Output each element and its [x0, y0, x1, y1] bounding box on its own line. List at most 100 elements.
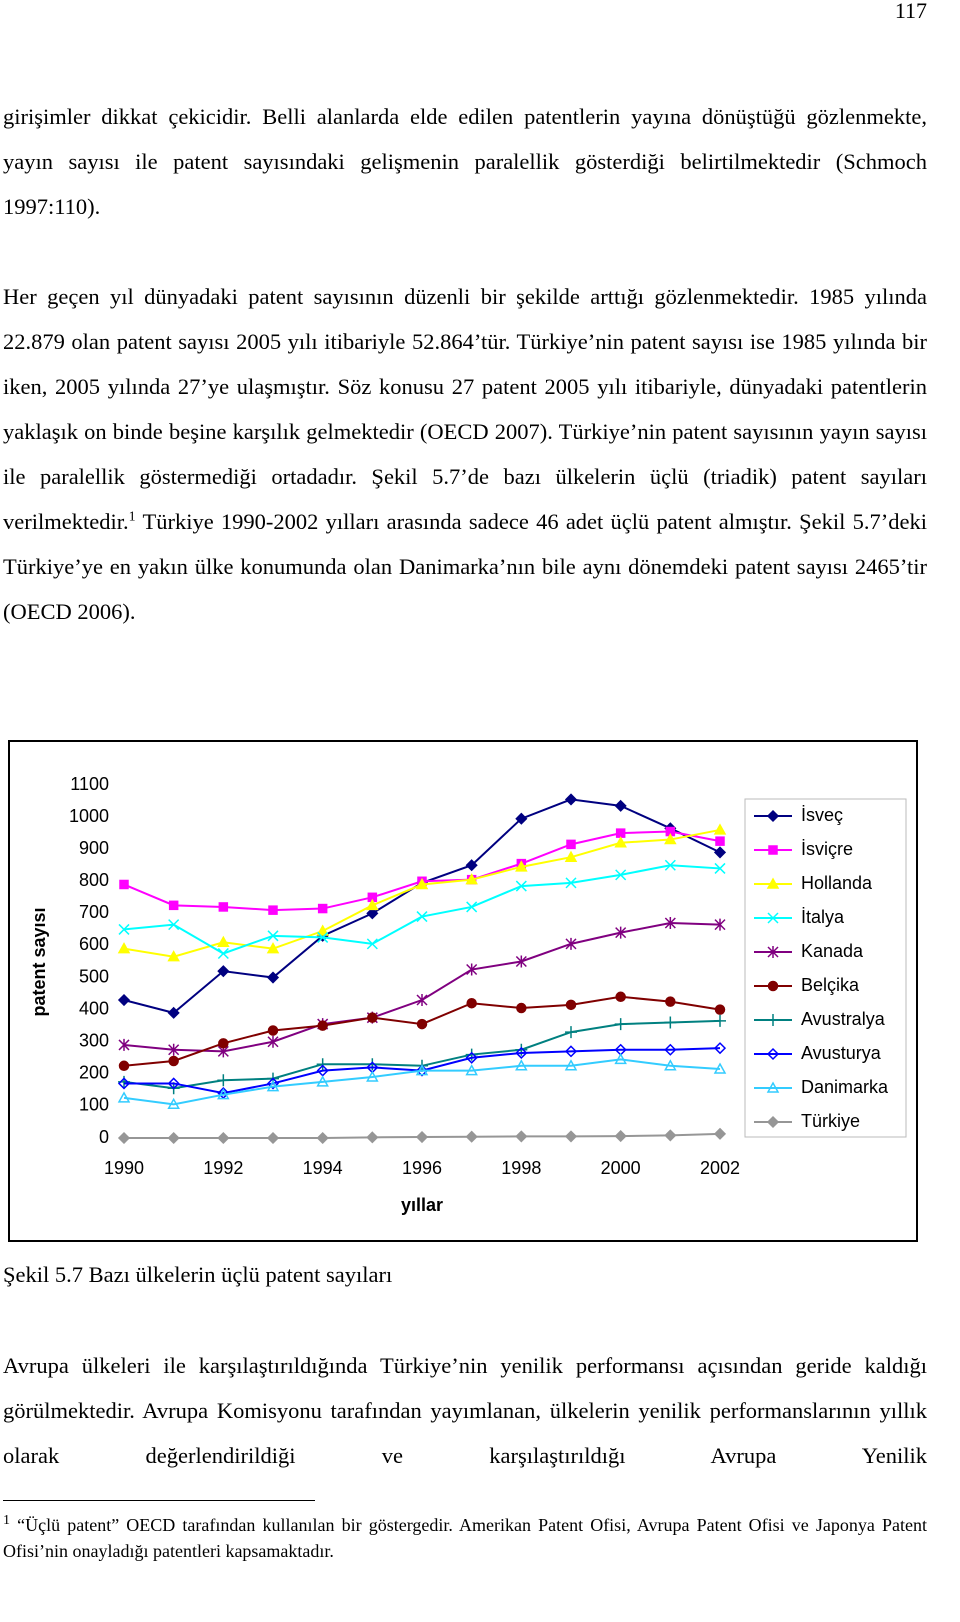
marker [664, 916, 676, 929]
legend-label: İtalya [801, 907, 845, 927]
marker [665, 996, 676, 1007]
marker [217, 965, 230, 978]
x-tick-label: 2002 [700, 1158, 740, 1178]
y-tick-label: 200 [79, 1063, 109, 1083]
marker [168, 1055, 179, 1067]
marker [565, 1026, 577, 1039]
marker [767, 912, 779, 924]
marker [664, 1129, 677, 1142]
marker [118, 923, 130, 935]
marker [366, 938, 378, 950]
x-axis-title: yıllar [401, 1195, 443, 1215]
marker [366, 1131, 379, 1144]
marker [416, 1018, 428, 1030]
marker [614, 1052, 627, 1065]
marker [217, 935, 230, 947]
marker [767, 1014, 779, 1026]
marker [664, 1059, 677, 1071]
page-number: 117 [894, 0, 927, 23]
marker [715, 836, 725, 846]
paragraph: Her geçen yıl dünyadaki patent sayısının… [3, 274, 927, 634]
marker [515, 1046, 528, 1060]
marker [217, 1088, 230, 1100]
marker [267, 930, 279, 942]
marker [466, 997, 477, 1009]
series-line [123, 995, 721, 1067]
legend-label: Türkiye [801, 1111, 860, 1131]
x-tick-label: 1990 [104, 1158, 144, 1178]
marker [714, 1004, 726, 1015]
marker [167, 950, 180, 962]
marker [266, 1077, 280, 1090]
marker [267, 1025, 279, 1036]
marker [714, 1014, 726, 1027]
y-tick-label: 0 [99, 1127, 109, 1147]
marker [614, 799, 627, 812]
legend-box [744, 798, 907, 1138]
marker [515, 860, 528, 872]
marker [465, 873, 478, 885]
marker [117, 1131, 131, 1145]
marker [366, 1070, 379, 1082]
marker [316, 1058, 329, 1071]
marker [713, 1042, 727, 1055]
footnote: 1 “Üçlü patent” OECD tarafından kullanıl… [3, 1512, 927, 1564]
marker [615, 991, 626, 1003]
footnote-rule [3, 1500, 315, 1501]
marker [217, 1074, 230, 1087]
marker [766, 877, 780, 889]
marker [218, 902, 229, 912]
marker [466, 963, 478, 976]
series-line [123, 1019, 721, 1090]
marker [565, 877, 577, 889]
paragraph: Avrupa ülkeleri ile karşılaştırıldığında… [3, 1353, 927, 1468]
marker [714, 918, 726, 931]
marker [564, 850, 578, 862]
marker [415, 877, 429, 890]
marker [515, 1130, 528, 1143]
marker [465, 1130, 478, 1143]
y-tick-label: 800 [79, 870, 109, 890]
marker [614, 1130, 627, 1143]
marker [713, 1062, 727, 1074]
marker [316, 1075, 329, 1087]
marker [614, 1018, 627, 1031]
x-tick-label: 1996 [402, 1158, 442, 1178]
marker [766, 1115, 780, 1129]
marker [217, 1131, 230, 1145]
legend-label: İsviçre [801, 839, 853, 859]
y-tick-label: 900 [79, 838, 109, 858]
marker [317, 903, 328, 914]
marker [465, 859, 478, 872]
text: Türkiye 1990-2002 yılları arasında sadec… [3, 509, 928, 624]
marker [168, 1043, 180, 1056]
marker [266, 1131, 280, 1145]
marker [664, 833, 677, 845]
marker [615, 828, 626, 838]
marker [118, 1060, 130, 1072]
marker [768, 845, 778, 855]
marker [415, 1064, 429, 1076]
marker [366, 898, 379, 911]
legend-label: Kanada [801, 941, 864, 961]
marker [218, 1038, 229, 1049]
marker [167, 1097, 180, 1110]
marker [767, 980, 779, 992]
legend-label: Danimarka [801, 1077, 889, 1097]
marker [465, 1064, 478, 1076]
marker [564, 1059, 578, 1071]
marker [268, 905, 278, 915]
marker [466, 901, 478, 913]
marker [515, 812, 528, 825]
y-tick-label: 1000 [69, 806, 109, 826]
marker [167, 1077, 180, 1090]
y-tick-label: 100 [79, 1095, 109, 1115]
paragraph: girişimler dikkat çekicidir. Belli alanl… [3, 104, 927, 219]
marker [664, 1043, 677, 1056]
marker [366, 907, 379, 920]
legend-label: Hollanda [801, 873, 873, 893]
marker [168, 919, 180, 931]
x-tick-label: 1998 [501, 1158, 541, 1178]
marker [713, 846, 727, 859]
